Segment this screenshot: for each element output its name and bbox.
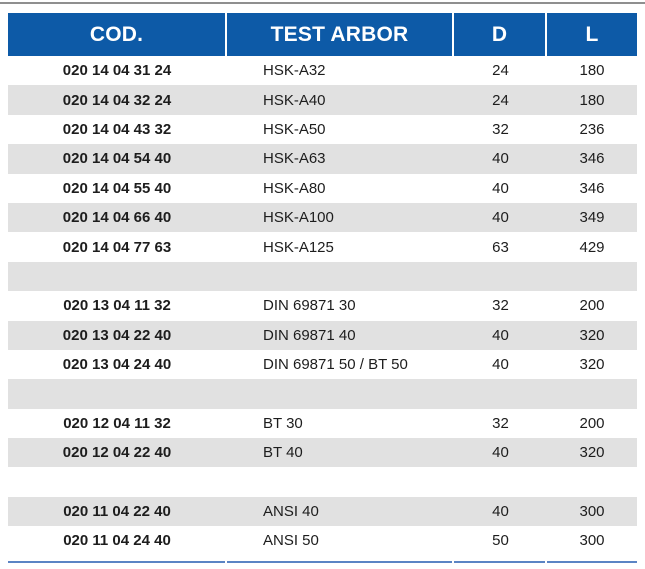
cod-cell: 020 14 04 55 40: [62, 179, 172, 197]
l-cell: 346: [579, 179, 605, 197]
table-header-row: COD. TEST ARBOR D L: [8, 13, 637, 56]
table-row: 020 14 04 54 40 HSK-A63 40 346: [8, 144, 637, 174]
arbor-cell: HSK-A125: [263, 238, 334, 256]
l-cell: 200: [579, 297, 605, 315]
arbor-cell: BT 40: [263, 444, 303, 462]
l-cell: 349: [579, 209, 605, 227]
arbor-cell: HSK-A50: [263, 120, 326, 138]
l-cell: 320: [579, 326, 605, 344]
d-cell: 50: [492, 532, 509, 550]
column-header-test-arbor: TEST ARBOR: [227, 13, 452, 56]
column-header-l: L: [547, 13, 637, 56]
d-cell: 40: [492, 209, 509, 227]
column-header-d: D: [454, 13, 545, 56]
table-row: 020 14 04 66 40 HSK-A100 40 349: [8, 202, 637, 233]
cod-cell: 020 12 04 22 40: [62, 444, 172, 462]
d-cell: 40: [492, 150, 509, 168]
cod-cell: 020 14 04 54 40: [62, 150, 172, 168]
d-cell: 40: [492, 326, 509, 344]
cod-cell: 020 14 04 66 40: [62, 209, 172, 227]
l-cell: 300: [579, 503, 605, 521]
column-header-cod: COD.: [8, 13, 225, 56]
l-cell: 320: [579, 444, 605, 462]
cod-cell: 020 14 04 32 24: [62, 91, 172, 109]
d-cell: 32: [492, 414, 509, 432]
table-row: 020 14 04 43 32 HSK-A50 32 236: [8, 115, 637, 144]
table-row: 020 14 04 32 24 HSK-A40 24 180: [8, 85, 637, 115]
rule-segment: [8, 560, 225, 563]
arbor-cell: HSK-A80: [263, 179, 326, 197]
arbor-cell: BT 30: [263, 414, 303, 432]
table-row: 020 11 04 22 40 ANSI 40 40 300: [8, 496, 637, 527]
cod-cell: 020 11 04 24 40: [63, 532, 171, 550]
arbor-cell: HSK-A100: [263, 209, 334, 227]
table-row: 020 12 04 11 32 BT 30 32 200: [8, 409, 637, 438]
table-row: 020 14 04 55 40 HSK-A80 40 346: [8, 174, 637, 203]
d-cell: 24: [492, 62, 509, 80]
cod-cell: 020 13 04 11 32: [63, 297, 171, 315]
cod-cell: 020 11 04 22 40: [63, 503, 171, 521]
l-cell: 200: [579, 414, 605, 432]
cod-cell: 020 14 04 43 32: [62, 120, 172, 138]
bottom-divider-rule: [8, 560, 637, 563]
d-cell: 40: [492, 356, 509, 374]
table-row: 020 13 04 24 40 DIN 69871 50 / BT 50 40 …: [8, 350, 637, 379]
l-cell: 429: [579, 238, 605, 256]
d-cell: 24: [492, 91, 509, 109]
l-cell: 300: [579, 532, 605, 550]
table-row: 020 13 04 22 40 DIN 69871 40 40 320: [8, 320, 637, 350]
arbor-cell: DIN 69871 40: [263, 326, 356, 344]
arbor-cell: HSK-A32: [263, 62, 326, 80]
d-cell: 32: [492, 297, 509, 315]
table-row-separator: [8, 467, 637, 496]
rule-segment: [547, 560, 637, 563]
l-cell: 180: [579, 91, 605, 109]
table-row-separator: [8, 379, 637, 409]
table-row: 020 14 04 77 63 HSK-A125 63 429: [8, 232, 637, 261]
d-cell: 40: [492, 503, 509, 521]
table-row: 020 13 04 11 32 DIN 69871 30 32 200: [8, 291, 637, 320]
rule-segment: [454, 560, 545, 563]
test-arbor-spec-table: COD. TEST ARBOR D L 020 14 04 31 24 HSK-…: [8, 13, 637, 563]
d-cell: 63: [492, 238, 509, 256]
l-cell: 236: [579, 120, 605, 138]
l-cell: 180: [579, 62, 605, 80]
l-cell: 346: [579, 150, 605, 168]
table-body: 020 14 04 31 24 HSK-A32 24 180 020 14 04…: [8, 56, 637, 556]
arbor-cell: ANSI 50: [263, 532, 319, 550]
d-cell: 40: [492, 444, 509, 462]
arbor-cell: HSK-A40: [263, 91, 326, 109]
cod-cell: 020 14 04 77 63: [62, 238, 172, 256]
top-divider-rule: [0, 2, 645, 4]
l-cell: 320: [579, 356, 605, 374]
table-row: 020 11 04 24 40 ANSI 50 50 300: [8, 526, 637, 555]
arbor-cell: DIN 69871 50 / BT 50: [263, 356, 408, 374]
arbor-cell: ANSI 40: [263, 503, 319, 521]
cod-cell: 020 13 04 24 40: [62, 356, 172, 374]
table-row: 020 14 04 31 24 HSK-A32 24 180: [8, 56, 637, 85]
rule-segment: [227, 560, 452, 563]
table-row-separator: [8, 261, 637, 292]
d-cell: 32: [492, 120, 509, 138]
table-row: 020 12 04 22 40 BT 40 40 320: [8, 438, 637, 468]
cod-cell: 020 13 04 22 40: [62, 326, 172, 344]
arbor-cell: HSK-A63: [263, 150, 326, 168]
cod-cell: 020 14 04 31 24: [62, 62, 172, 80]
cod-cell: 020 12 04 11 32: [63, 414, 171, 432]
d-cell: 40: [492, 179, 509, 197]
arbor-cell: DIN 69871 30: [263, 297, 356, 315]
